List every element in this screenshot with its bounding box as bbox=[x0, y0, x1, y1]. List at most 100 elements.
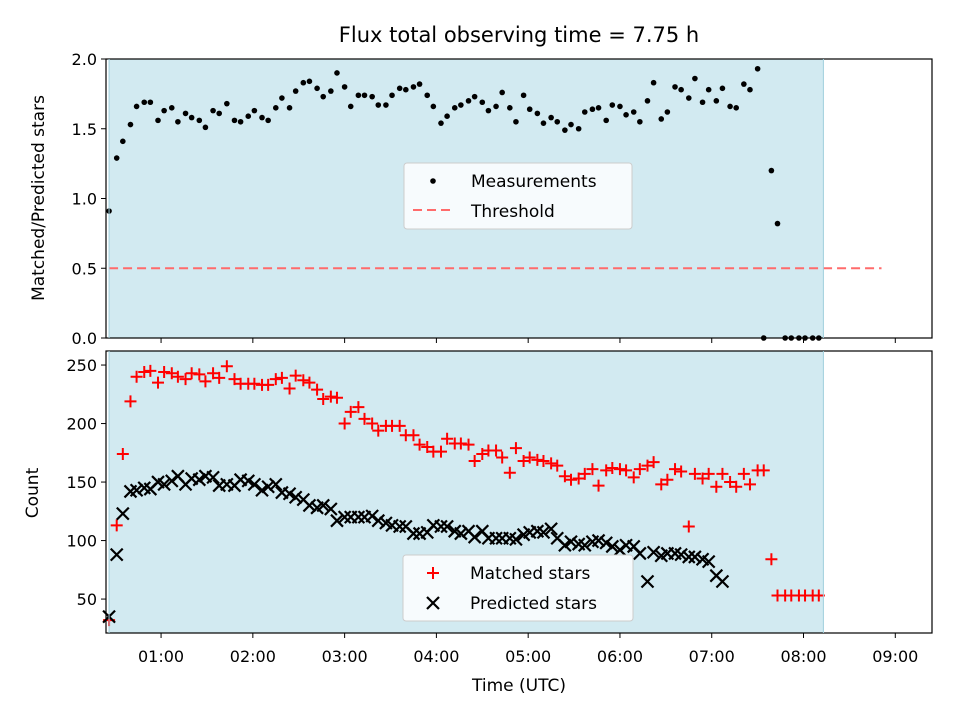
matched-stars-point bbox=[592, 479, 605, 492]
measurement-point bbox=[581, 109, 588, 115]
measurement-point bbox=[513, 118, 519, 125]
measurement-point bbox=[403, 86, 409, 93]
measurement-point bbox=[265, 117, 271, 124]
measurement-point bbox=[562, 127, 568, 133]
predicted-stars-point bbox=[109, 547, 124, 562]
measurement-point bbox=[314, 85, 320, 92]
legend-label-measurements: Measurements bbox=[471, 172, 597, 192]
measurement-point bbox=[520, 92, 527, 99]
measurement-point bbox=[361, 92, 368, 99]
count-axis-ticks: 50 100 150 200 250 01:00 02:00 03:00 04:00 05:00 0… bbox=[66, 356, 918, 666]
ratio-legend-box bbox=[403, 162, 633, 230]
matched-stars-point bbox=[462, 438, 475, 451]
predicted-stars-point bbox=[489, 531, 503, 545]
matched-stars-point bbox=[509, 442, 522, 455]
count-panel: 50 100 150 200 250 01:00 02:00 03:00 04:00 05:00 0… bbox=[23, 350, 933, 696]
matched-stars-point bbox=[600, 464, 613, 477]
predicted-stars-point bbox=[269, 477, 283, 492]
matched-stars-point bbox=[303, 376, 316, 389]
matched-stars-point bbox=[633, 463, 646, 476]
measurement-point bbox=[147, 99, 154, 106]
measurement-point bbox=[141, 99, 148, 106]
predicted-stars-point bbox=[646, 545, 661, 560]
matched-stars-point bbox=[220, 360, 233, 373]
measurement-point bbox=[699, 99, 706, 106]
measurement-point bbox=[774, 220, 781, 227]
measurement-point bbox=[334, 70, 340, 76]
matched-stars-point bbox=[490, 444, 503, 457]
matched-stars-point bbox=[193, 368, 206, 381]
matched-stars-point bbox=[655, 478, 668, 491]
measurement-point bbox=[320, 93, 327, 100]
measurement-point bbox=[375, 102, 382, 108]
matched-stars-point bbox=[627, 471, 640, 484]
measurement-point bbox=[127, 121, 134, 128]
matched-stars-point bbox=[110, 519, 123, 532]
predicted-stars-point bbox=[255, 483, 269, 498]
measurement-point bbox=[568, 121, 574, 128]
matched-stars-point bbox=[407, 429, 420, 442]
x-tick-label: 02:00 bbox=[230, 647, 276, 666]
matched-stars-point bbox=[297, 374, 310, 387]
count-axes-frame bbox=[105, 350, 933, 634]
measurement-point bbox=[168, 105, 175, 111]
measurement-point bbox=[727, 103, 733, 110]
measurement-point bbox=[678, 86, 684, 93]
predicted-stars-point bbox=[406, 526, 421, 541]
measurement-point bbox=[637, 118, 643, 125]
predicted-stars-point bbox=[440, 519, 454, 534]
matched-stars-point bbox=[545, 457, 558, 470]
legend-swatch-predicted bbox=[426, 596, 440, 610]
measurement-point bbox=[245, 113, 252, 119]
matched-stars-point bbox=[765, 553, 778, 566]
matched-stars-point bbox=[199, 375, 212, 388]
predicted-stars-point bbox=[591, 533, 606, 548]
matched-stars-point bbox=[158, 366, 171, 379]
measurement-point bbox=[692, 75, 698, 82]
matched-stars-point bbox=[551, 459, 564, 472]
x-tick-label: 09:00 bbox=[872, 647, 918, 666]
predicted-stars-point bbox=[682, 550, 696, 564]
measurement-point bbox=[575, 125, 582, 132]
legend-label-predicted: Predicted stars bbox=[470, 594, 597, 614]
matched-stars-point bbox=[311, 383, 324, 396]
measurement-point bbox=[705, 86, 712, 93]
predicted-stars-point bbox=[544, 522, 558, 536]
measurement-point bbox=[554, 118, 561, 125]
matched-stars-point bbox=[647, 456, 660, 469]
count-legend: Matched stars Predicted stars bbox=[402, 554, 634, 622]
measurement-point bbox=[292, 88, 299, 94]
matched-stars-point bbox=[757, 464, 770, 477]
matched-stars-point bbox=[565, 473, 578, 486]
predicted-stars-point bbox=[157, 477, 171, 492]
predicted-stars-point bbox=[558, 538, 572, 553]
measurement-point bbox=[383, 102, 389, 108]
measurement-point bbox=[133, 103, 140, 110]
matched-stars-point bbox=[138, 366, 151, 379]
predicted-stars-point bbox=[351, 510, 366, 524]
count-y-axis-label: Count bbox=[23, 467, 43, 518]
predicted-stars-point bbox=[247, 477, 262, 492]
matched-stars-point bbox=[228, 373, 241, 386]
matched-stars-point bbox=[248, 377, 261, 390]
predicted-stars-point bbox=[715, 574, 730, 589]
measurement-point bbox=[155, 117, 161, 124]
predicted-stars-point bbox=[434, 519, 448, 534]
measurement-point bbox=[444, 113, 450, 119]
measurement-point bbox=[396, 85, 403, 92]
predicted-stars-point bbox=[564, 534, 578, 549]
y-tick-label: 1.5 bbox=[72, 120, 97, 139]
measurement-point bbox=[623, 112, 629, 118]
measurement-point bbox=[741, 81, 747, 87]
predicted-stars-point bbox=[701, 554, 716, 569]
measurement-point bbox=[216, 110, 222, 117]
matched-stars-point bbox=[344, 405, 357, 418]
measurement-point bbox=[650, 79, 657, 86]
x-tick-label: 01:00 bbox=[138, 647, 184, 666]
legend-label-matched: Matched stars bbox=[470, 564, 590, 584]
y-tick-label: 250 bbox=[66, 356, 97, 375]
measurement-point bbox=[479, 99, 486, 106]
matched-stars-point bbox=[207, 367, 220, 380]
matched-stars-point bbox=[696, 472, 709, 485]
matched-stars-point bbox=[606, 462, 619, 475]
